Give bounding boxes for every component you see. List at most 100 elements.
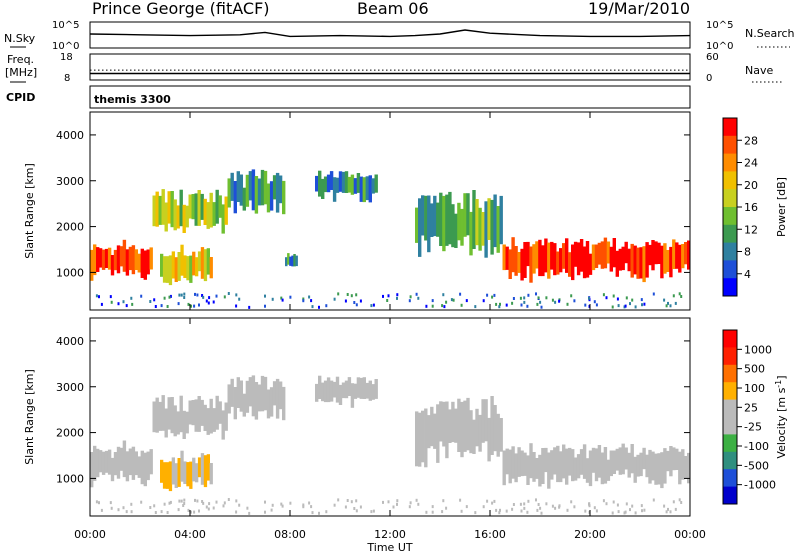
- data-cell: [173, 199, 177, 231]
- data-cell: [318, 305, 320, 309]
- noise-sky-series-line: [89, 29, 691, 38]
- data-cell: [355, 303, 358, 307]
- data-cell: [672, 500, 675, 504]
- data-cell: [338, 384, 343, 405]
- data-cell: [678, 498, 681, 502]
- freq-right-tick-top: 60: [706, 52, 719, 63]
- data-cell: [227, 292, 230, 295]
- data-cell: [185, 411, 189, 434]
- data-cell: [326, 377, 331, 403]
- data-cell: [579, 239, 584, 272]
- colorbar-tick-label: -25: [744, 421, 762, 434]
- data-cell: [645, 242, 649, 278]
- data-cell: [183, 502, 186, 505]
- data-cell: [535, 292, 537, 296]
- data-cell: [624, 447, 628, 470]
- data-cell: [478, 207, 482, 251]
- colorbar-swatch: [723, 207, 737, 226]
- data-cell: [482, 299, 485, 303]
- velocity-colorbar-frame: [722, 329, 738, 505]
- xtick-label: 08:00: [274, 528, 306, 541]
- data-cell: [248, 171, 253, 201]
- data-cell: [200, 193, 204, 220]
- ytick-label: 2000: [56, 427, 84, 440]
- data-cell: [424, 408, 428, 468]
- data-cell: [109, 295, 112, 299]
- data-cell: [629, 508, 631, 512]
- data-cell: [396, 502, 398, 506]
- data-cell: [356, 377, 361, 398]
- data-cell: [264, 500, 266, 504]
- data-cell: [493, 293, 496, 297]
- data-cell: [415, 292, 418, 296]
- data-cell: [491, 295, 494, 299]
- data-cell: [318, 511, 320, 515]
- data-cell: [387, 500, 390, 504]
- data-cell: [460, 509, 463, 513]
- data-cell: [212, 408, 216, 432]
- ytick-label: 1000: [56, 472, 84, 485]
- data-cell: [355, 293, 358, 297]
- data-cell: [177, 302, 180, 306]
- data-cell: [275, 378, 280, 419]
- data-cell: [573, 457, 578, 481]
- xtick-label: 12:00: [374, 528, 406, 541]
- data-cell: [588, 502, 590, 506]
- data-cell: [212, 506, 215, 510]
- data-cell: [631, 298, 634, 302]
- data-cell: [168, 255, 173, 286]
- data-cell: [140, 248, 144, 278]
- data-cell: [536, 508, 539, 512]
- data-cell: [585, 241, 590, 278]
- data-cell: [481, 212, 485, 246]
- data-cell: [350, 500, 353, 504]
- data-cell: [344, 299, 347, 303]
- data-cell: [222, 504, 225, 508]
- data-cell: [170, 191, 174, 228]
- data-cell: [332, 177, 337, 202]
- data-cell: [371, 384, 375, 400]
- data-cell: [235, 510, 238, 514]
- data-cell: [452, 298, 455, 302]
- data-cell: [333, 297, 336, 301]
- data-cell: [445, 300, 448, 304]
- data-cell: [523, 452, 527, 476]
- x-axis-label: Time UT: [366, 541, 412, 554]
- data-cell: [532, 452, 536, 482]
- data-cell: [100, 302, 103, 306]
- data-cell: [272, 381, 277, 406]
- data-cell: [359, 176, 363, 202]
- data-cell: [660, 452, 664, 489]
- data-cell: [469, 211, 473, 256]
- data-cell: [499, 302, 501, 306]
- data-cell: [104, 248, 109, 268]
- data-cell: [396, 293, 399, 297]
- data-cell: [130, 510, 133, 514]
- data-cell: [101, 451, 106, 475]
- data-cell: [224, 402, 228, 431]
- data-cell: [396, 499, 399, 503]
- data-cell: [169, 294, 172, 298]
- data-cell: [206, 248, 210, 275]
- data-cell: [593, 506, 596, 510]
- data-cell: [90, 249, 94, 281]
- data-cell: [448, 191, 452, 245]
- data-cell: [672, 294, 675, 298]
- data-cell: [356, 173, 361, 193]
- data-cell: [329, 380, 334, 402]
- data-cell: [539, 506, 542, 510]
- data-cell: [460, 208, 464, 246]
- data-cell: [642, 447, 646, 470]
- data-cell: [392, 505, 395, 509]
- data-cell: [302, 505, 305, 509]
- data-cell: [282, 180, 286, 215]
- data-cell: [439, 401, 443, 442]
- data-cell: [174, 463, 178, 488]
- data-cell: [208, 502, 211, 506]
- data-cell: [493, 499, 496, 503]
- data-cell: [551, 504, 554, 508]
- data-cell: [278, 381, 283, 410]
- data-cell: [621, 246, 625, 271]
- data-cell: [100, 508, 103, 512]
- data-cell: [263, 376, 268, 411]
